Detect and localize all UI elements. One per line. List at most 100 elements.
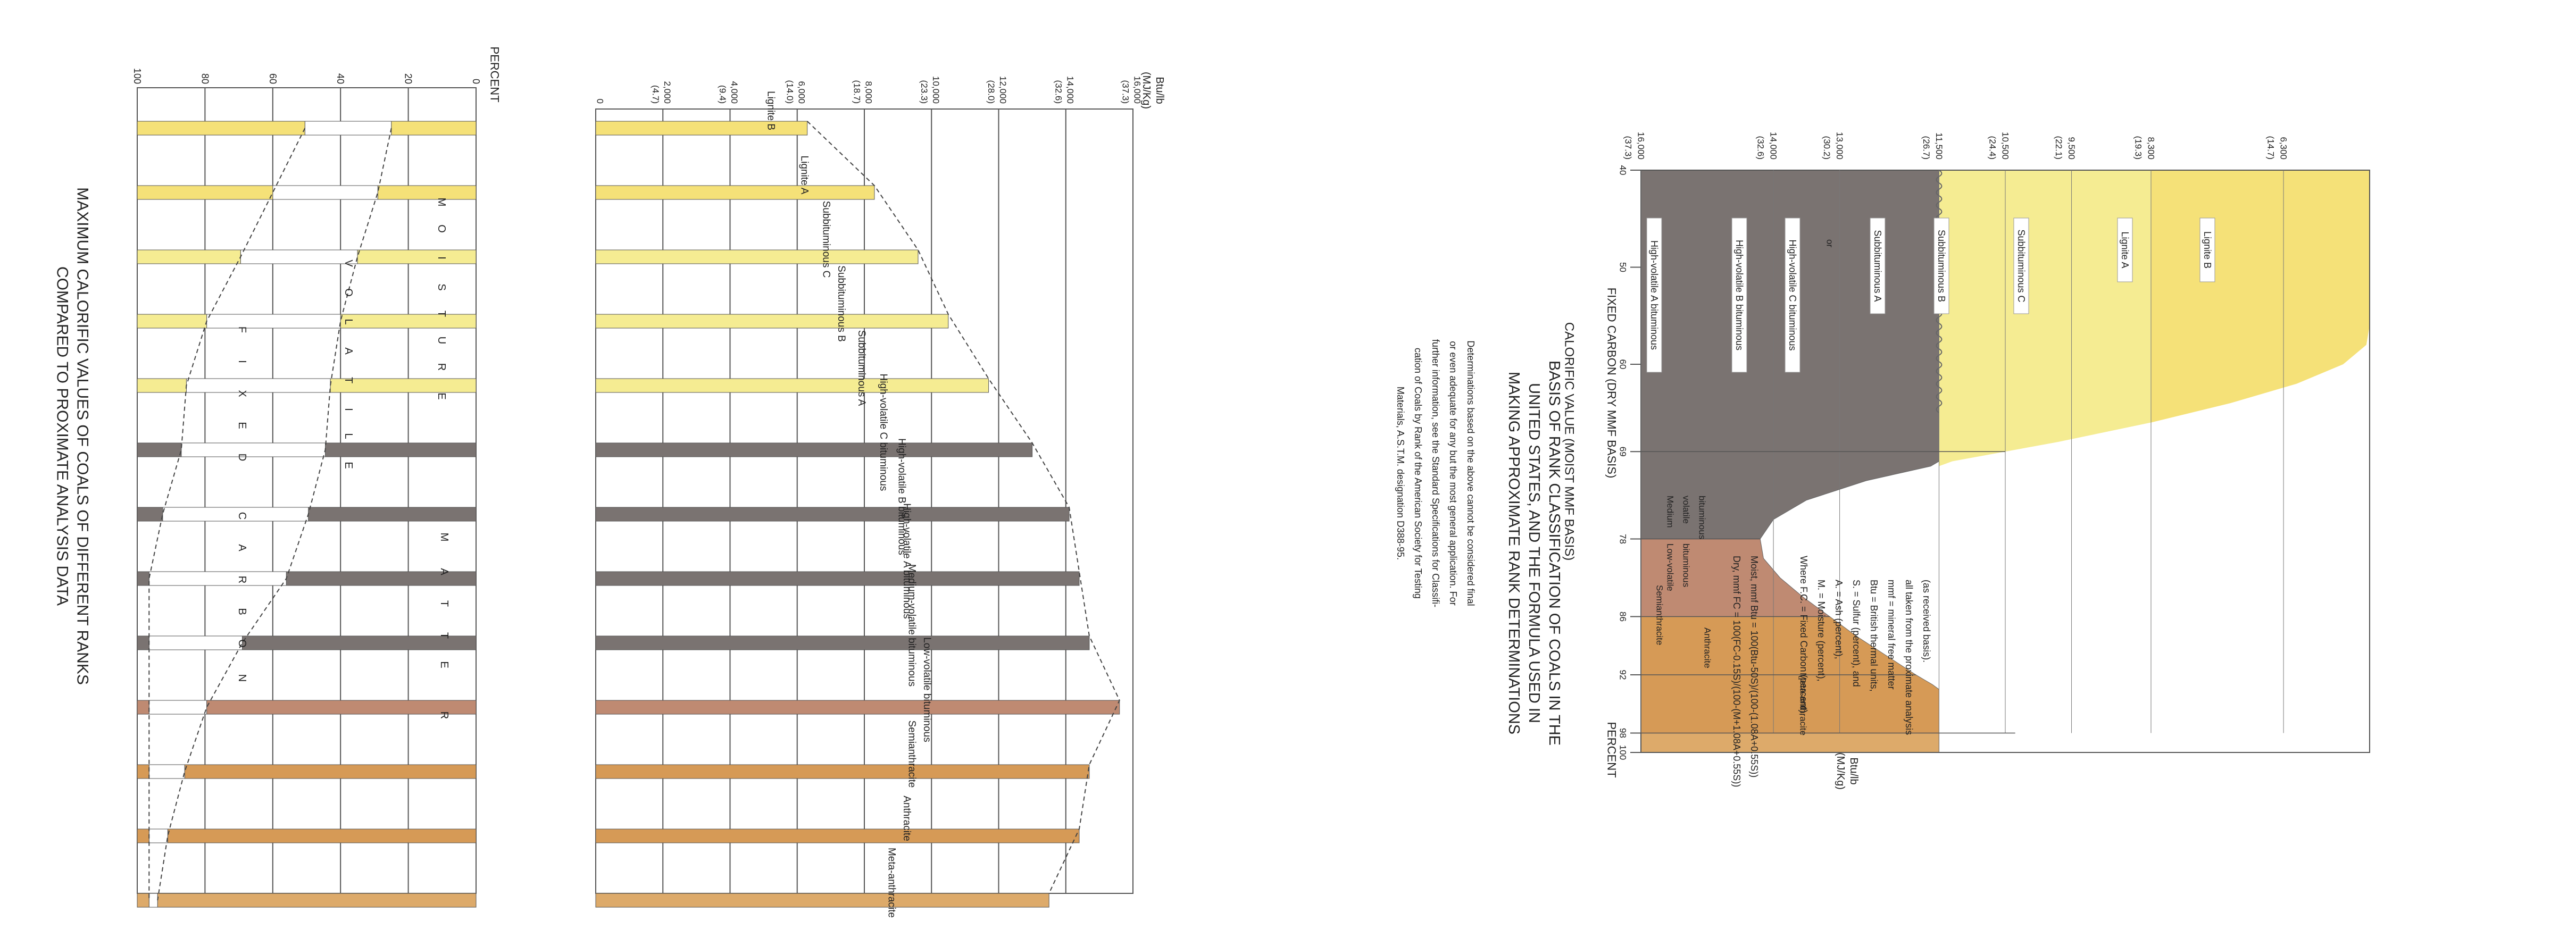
moisture-bar	[137, 571, 149, 586]
fixed-carbon-bar	[184, 764, 477, 779]
calorific-tick-label: 16,000	[1132, 76, 1143, 104]
volatile-matter-bar	[186, 378, 331, 393]
rank-region-label-box	[1731, 217, 1747, 373]
calorific-bar-label: Lignite A	[798, 156, 810, 195]
percent-chart-title: COMPARED TO PROXIMATE ANALYSIS DATA	[54, 266, 71, 606]
moisture-bar	[137, 828, 149, 843]
volatile-matter-bar	[148, 764, 185, 779]
rank-fc-tick-label: 69	[1618, 447, 1628, 457]
moisture-bar	[137, 185, 273, 200]
rank-fc-tick-label: 98	[1618, 728, 1628, 738]
percent-region-letter: L	[343, 319, 354, 324]
calorific-axis-label: Btu/lb	[1154, 77, 1165, 104]
fixed-carbon-bar	[377, 185, 477, 200]
rank-fc-tick-label: 92	[1618, 670, 1628, 680]
fixed-carbon-boundary-line	[157, 128, 392, 901]
rank-region-label-box	[1785, 217, 1800, 373]
rank-y-unit: Btu/lb	[1848, 757, 1860, 784]
percent-region-letter: T	[436, 311, 447, 317]
rank-region-label: Low-volatile	[1665, 543, 1675, 591]
rank-btu-tick-mj: (14.7)	[2266, 136, 2276, 160]
rank-btu-tick: 16,000	[1636, 132, 1646, 160]
formula-line: (as received basis).	[1921, 580, 1932, 663]
percent-region-letter: O	[343, 288, 354, 297]
percent-region-letter: S	[436, 283, 447, 290]
percent-tick-label: 100	[132, 68, 143, 84]
percent-region-letter: O	[436, 224, 447, 233]
calorific-tick-label-mj: (18.7)	[852, 80, 862, 104]
rank-region	[1640, 539, 1831, 617]
percent-region-letter: V	[343, 260, 354, 267]
rank-region	[1640, 733, 1939, 753]
percent-chart-title: MAXIMUM CALORIFIC VALUES OF COALS OF DIF…	[74, 187, 91, 685]
calorific-bar	[595, 828, 1080, 843]
rank-fc-tick-label: 50	[1618, 262, 1628, 272]
calorific-bar-label: Medium-volatile bituminous	[906, 564, 917, 687]
rank-region-label-box	[2013, 217, 2029, 314]
calorific-tick-label-mj: (23.3)	[919, 80, 929, 104]
note-line: Determinations based on the above cannot…	[1465, 340, 1476, 606]
calorific-tick-label-mj: (9.4)	[718, 85, 728, 104]
moisture-bar	[137, 121, 305, 136]
volatile-matter-bar	[162, 507, 309, 522]
percent-region-letter: I	[236, 360, 248, 363]
moisture-bar	[137, 764, 149, 779]
rank-fc-tick-label: 86	[1618, 612, 1628, 622]
moisture-bar	[137, 893, 149, 908]
percent-region-letter: U	[436, 337, 447, 344]
calorific-tick-label-mj: (32.6)	[1053, 80, 1063, 104]
calorific-bar-label: Lignite B	[765, 91, 776, 130]
formula-line: Dry, mmf FC = 100(FC-0.15S)/(100-(M+1.08…	[1731, 556, 1742, 787]
formula-line: A. = Ash (percent),	[1833, 580, 1844, 659]
rank-region-label: High-volatile A bituminous	[1649, 240, 1660, 350]
percent-region-letter: R	[438, 712, 450, 719]
percent-region-letter: E	[236, 422, 248, 429]
rank-x-axis-label-right: PERCENT	[1605, 722, 1619, 777]
percent-region-letter: O	[236, 639, 248, 648]
note-line: further information, see the Standard Sp…	[1430, 339, 1441, 607]
volatile-matter-bar	[148, 635, 243, 650]
calorific-bar	[595, 635, 1090, 650]
calorific-tick-label: 4,000	[729, 81, 739, 104]
volatile-matter-bar	[148, 828, 168, 843]
volatile-matter-bar	[148, 571, 287, 586]
rank-btu-tick-mj: (26.7)	[1921, 136, 1931, 160]
fixed-carbon-bar	[286, 571, 477, 586]
percent-region-letter: C	[236, 512, 248, 520]
calorific-bar-label: Anthracite	[901, 796, 912, 841]
volatile-matter-bar	[148, 893, 158, 908]
percent-region-letter: A	[343, 347, 354, 355]
volatile-matter-bar	[272, 185, 378, 200]
fixed-carbon-bar	[308, 507, 477, 522]
calorific-bar	[595, 442, 1033, 457]
percent-region-letter: D	[236, 454, 248, 461]
percent-region-letter: A	[236, 544, 248, 551]
percent-region-letter: M	[438, 533, 450, 542]
fixed-carbon-bar	[357, 249, 477, 264]
rank-region-label: Meta-anthracite	[1798, 673, 1808, 735]
moisture-bar	[137, 378, 187, 393]
fixed-carbon-bar	[206, 700, 477, 715]
formula-line: Where F.C. = Fixed Carbon (percent),	[1798, 556, 1809, 716]
rank-x-axis-label: FIXED CARBON (DRY MMF BASIS)	[1605, 288, 1619, 479]
percent-region-letter: B	[236, 608, 248, 615]
rank-region-label: Medium	[1665, 496, 1675, 528]
rank-region-label: Subbituminous C	[2016, 229, 2027, 302]
formula-line: M. = Moisture (percent),	[1816, 580, 1827, 682]
rank-region-label: Semianthracite	[1655, 585, 1665, 645]
rank-chart-title: BASIS OF RANK CLASSIFICATION OF COALS IN…	[1546, 361, 1563, 746]
note-line: cation of Coals by Rank of the American …	[1413, 348, 1423, 599]
calorific-tick-label: 6,000	[796, 81, 806, 104]
percent-region-letter: N	[236, 674, 248, 682]
calorific-bar	[595, 571, 1080, 586]
fixed-carbon-bar	[391, 121, 477, 136]
rank-region-label-box	[2117, 217, 2133, 282]
rank-region-label: or	[1825, 239, 1835, 247]
calorific-tick-label-mj: (37.3)	[1121, 80, 1131, 104]
calorific-bar-label: Low-volatile bituminous	[921, 637, 932, 742]
rank-btu-tick-mj: (22.1)	[2054, 136, 2064, 160]
calorific-axis-label-mj: (MJ/Kg)	[1140, 72, 1152, 109]
percent-chart: 0 20 40 60 80 100 PERCENT M O I S T U R E V O L A T I L E F I X E D…	[54, 46, 502, 908]
rank-region-label: Subbituminous A	[1872, 230, 1883, 302]
